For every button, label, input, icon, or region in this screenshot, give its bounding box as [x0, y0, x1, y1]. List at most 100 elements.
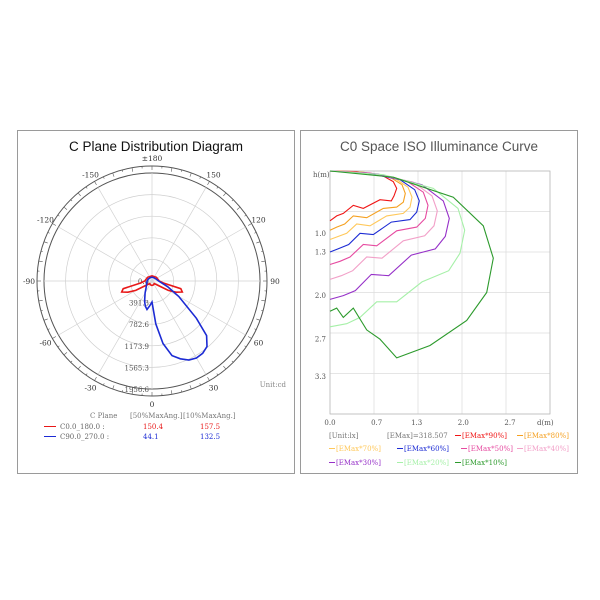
- table-row-name: C90.0_270.0 :: [60, 433, 109, 441]
- iso-y-tick-label: 2.0: [315, 292, 326, 300]
- polar-angle-label: -120: [37, 216, 54, 225]
- iso-x-tick-label: 0.0: [324, 419, 335, 427]
- polar-series-curve: [143, 276, 208, 361]
- iso-contour-curve: [329, 170, 494, 359]
- table-header-half: [50%MaxAng.]: [130, 412, 183, 420]
- polar-degree-tick: [261, 260, 266, 263]
- iso-legend-label: [EMax*40%]: [524, 445, 569, 453]
- iso-emax-label: [EMax]=318.507: [387, 432, 448, 440]
- iso-x-axis-label: d(m): [537, 419, 554, 427]
- polar-degree-tick: [254, 328, 257, 330]
- polar-degree-tick: [261, 250, 264, 253]
- polar-unit-label: Unit:cd: [260, 381, 287, 389]
- polar-degree-tick: [47, 328, 50, 330]
- polar-angle-label: 60: [254, 339, 264, 348]
- polar-degree-tick: [244, 345, 247, 348]
- polar-degree-tick: [94, 376, 97, 381]
- polar-degree-tick: [85, 186, 88, 189]
- iso-legend-label: [EMax*30%]: [336, 459, 381, 467]
- table-row-tenth: 132.5: [200, 433, 220, 441]
- polar-degree-tick: [40, 309, 43, 312]
- polar-degree-tick: [131, 167, 134, 172]
- polar-degree-tick: [77, 192, 81, 197]
- iso-x-tick-label: 0.7: [371, 419, 382, 427]
- polar-angle-label: 120: [251, 216, 266, 225]
- iso-x-tick-label: 2.0: [458, 419, 469, 427]
- iso-unit-label: [Unit:lx]: [329, 432, 359, 440]
- polar-degree-tick: [103, 176, 105, 179]
- polar-degree-tick: [57, 214, 60, 217]
- polar-degree-tick: [180, 169, 183, 172]
- iso-contour-curve: [329, 170, 438, 280]
- polar-degree-tick: [199, 383, 201, 386]
- polar-degree-tick: [38, 260, 43, 263]
- polar-angle-label: -60: [39, 339, 51, 348]
- polar-degree-tick: [43, 318, 48, 321]
- iso-legend-label: [EMax*90%]: [462, 432, 507, 440]
- polar-degree-tick: [189, 172, 192, 177]
- polar-degree-tick: [256, 318, 261, 321]
- iso-legend-label: [EMax*50%]: [468, 445, 513, 453]
- polar-degree-tick: [121, 169, 124, 172]
- iso-contour-curve: [329, 170, 450, 300]
- table-header-plane: C Plane: [90, 412, 117, 420]
- polar-degree-tick: [261, 299, 266, 302]
- polar-degree-tick: [180, 390, 183, 393]
- polar-degree-tick: [121, 390, 124, 393]
- polar-spoke: [58, 226, 153, 282]
- polar-degree-tick: [85, 373, 88, 376]
- polar-radial-label: 1173.9: [125, 343, 150, 351]
- polar-degree-tick: [254, 232, 257, 234]
- polar-radial-label: 1956.6: [125, 386, 150, 394]
- polar-degree-tick: [189, 385, 192, 390]
- polar-degree-tick: [231, 199, 234, 202]
- polar-degree-tick: [244, 214, 247, 217]
- c-plane-panel: C Plane Distribution Diagram ±180 150 120 9…: [17, 130, 295, 474]
- polar-spoke: [151, 226, 246, 282]
- polar-radial-label: 391.3: [129, 300, 149, 308]
- polar-degree-tick: [207, 181, 210, 186]
- c-plane-title: C Plane Distribution Diagram: [68, 139, 244, 154]
- polar-degree-tick: [236, 352, 241, 356]
- polar-degree-tick: [170, 390, 173, 395]
- table-header-tenth: [10%MaxAng.]: [183, 412, 236, 420]
- polar-degree-tick: [38, 299, 43, 302]
- polar-degree-tick: [52, 336, 57, 339]
- polar-angle-label: -150: [82, 170, 99, 179]
- iso-legend-label: [EMax*20%]: [404, 459, 449, 467]
- polar-degree-tick: [103, 383, 105, 386]
- polar-degree-tick: [52, 223, 57, 226]
- iso-legend-label: [EMax*60%]: [404, 445, 449, 453]
- table-row-half: 44.1: [143, 433, 159, 441]
- table-row-half: 150.4: [143, 423, 164, 431]
- polar-degree-tick: [57, 345, 60, 348]
- polar-angle-label: 150: [206, 170, 221, 179]
- table-row-tenth: 157.5: [200, 423, 220, 431]
- polar-degree-tick: [170, 167, 173, 172]
- polar-degree-tick: [207, 376, 210, 381]
- polar-degree-tick: [40, 250, 43, 253]
- iso-legend-label: [EMax*80%]: [524, 432, 569, 440]
- iso-x-tick-label: 2.7: [504, 419, 515, 427]
- polar-degree-tick: [236, 206, 241, 210]
- iso-y-axis-label: h(m): [313, 171, 330, 179]
- iso-x-tick-label: 1.3: [411, 419, 422, 427]
- polar-spoke: [151, 280, 207, 375]
- polar-degree-tick: [247, 336, 252, 339]
- polar-degree-tick: [112, 385, 115, 390]
- iso-illuminance-panel: C0 Space ISO Illuminance Curve h(m) d(m) 0…: [300, 130, 578, 474]
- iso-illuminance-title: C0 Space ISO Illuminance Curve: [339, 139, 539, 154]
- table-row-name: C0.0_180.0 :: [60, 423, 105, 431]
- iso-y-tick-label: 2.7: [315, 336, 326, 344]
- polar-degree-tick: [247, 223, 252, 226]
- polar-degree-tick: [131, 390, 134, 395]
- polar-series-curve: [120, 274, 184, 294]
- polar-angle-label: ±180: [142, 154, 163, 163]
- polar-angle-label: -30: [84, 384, 96, 393]
- polar-degree-tick: [77, 365, 81, 370]
- iso-contour-curve: [329, 170, 429, 266]
- polar-degree-tick: [216, 373, 219, 376]
- iso-y-tick-label: 1.0: [315, 230, 326, 238]
- polar-degree-tick: [70, 199, 73, 202]
- polar-degree-tick: [47, 232, 50, 234]
